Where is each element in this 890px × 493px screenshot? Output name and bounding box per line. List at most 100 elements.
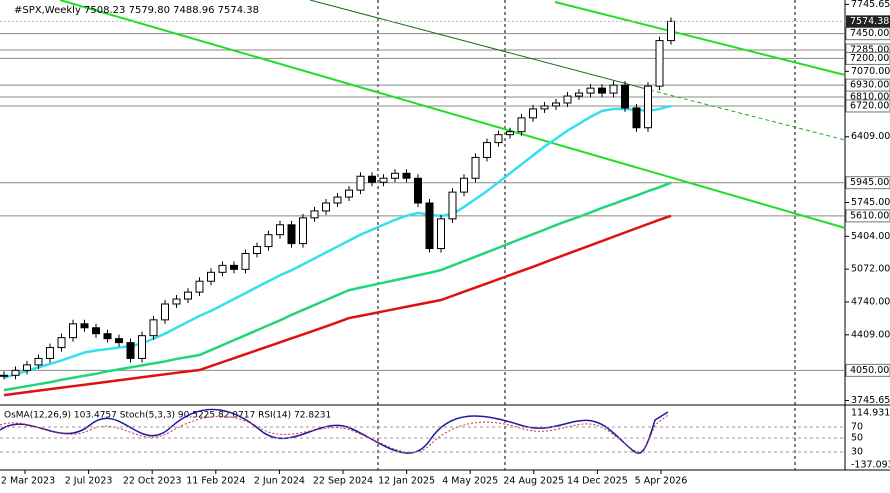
indicator-tick-label: 114.9314 <box>851 408 890 419</box>
candle-body <box>0 374 8 377</box>
candle-body <box>264 234 273 248</box>
plot <box>0 17 675 397</box>
candle-body <box>195 280 204 293</box>
level-label: 5610.00 <box>850 210 889 221</box>
indicator-tick-label: 30 <box>851 447 863 458</box>
candle-body <box>57 337 66 349</box>
candle-body <box>345 189 353 198</box>
candle-body <box>586 87 595 94</box>
candle-body <box>92 327 100 335</box>
candle-body <box>529 108 537 119</box>
candle-body <box>103 333 112 340</box>
candle-body <box>667 20 675 42</box>
candle-body <box>540 105 549 110</box>
y-tick-label: 5072.00 <box>851 264 890 275</box>
candle-body <box>207 271 215 282</box>
candle-body <box>644 85 652 129</box>
y-tick-label: 4740.00 <box>851 297 890 308</box>
candle-body <box>483 142 491 158</box>
indicator-tick-label: 70 <box>851 422 863 433</box>
candle-body <box>448 191 457 220</box>
moving-average <box>3 214 672 397</box>
y-tick-label: 5745.00 <box>851 197 890 208</box>
level-label: 4050.00 <box>850 365 889 376</box>
level-label: 6810.00 <box>850 92 889 103</box>
candle-body <box>368 175 376 183</box>
x-tick-label: 22 Sep 2024 <box>313 476 373 487</box>
x-tick-label: 4 May 2025 <box>442 476 498 487</box>
last-price-label: 7574.38 <box>850 16 889 27</box>
levels <box>0 33 845 371</box>
level-box <box>845 363 890 377</box>
candle-body <box>506 131 514 136</box>
candle-body <box>517 117 526 133</box>
x-tick-label: 5 Apr 2026 <box>635 476 688 487</box>
candle-body <box>69 323 77 339</box>
candle-body <box>276 224 284 236</box>
candle-body <box>172 298 181 305</box>
x-tick-label: 22 Oct 2023 <box>123 476 182 487</box>
candle-body <box>333 196 342 204</box>
candle-body <box>460 177 468 193</box>
candle-body <box>494 134 503 144</box>
candle-body <box>356 175 365 191</box>
level-box <box>845 51 890 65</box>
candle-body <box>609 84 618 94</box>
trend-line <box>554 1 846 76</box>
candle-body <box>253 246 261 254</box>
candle-body <box>402 172 411 179</box>
candle-body <box>598 87 606 94</box>
candle-body <box>46 347 54 359</box>
candle-body <box>11 369 20 376</box>
candle-body <box>621 84 629 109</box>
trend-lines <box>59 0 846 229</box>
candle-body <box>23 364 31 371</box>
moving-average <box>3 181 672 392</box>
candle-body <box>126 342 135 359</box>
candle-body <box>379 177 388 183</box>
candle-body <box>655 40 664 87</box>
candle-body <box>299 217 307 245</box>
candle-body <box>218 264 227 273</box>
candle-body <box>414 177 422 204</box>
candle-body <box>471 156 480 179</box>
x-tick-label: 11 Feb 2024 <box>186 476 245 487</box>
level-label: 7285.00 <box>850 45 889 56</box>
y-tick-label: 7745.65 <box>851 0 890 10</box>
x-tick-label: 2 Jun 2024 <box>254 476 305 487</box>
x-tick-label: 24 Aug 2025 <box>503 476 564 487</box>
candle-body <box>287 224 296 245</box>
candle-body <box>149 319 158 337</box>
last-price-box <box>846 15 890 28</box>
y-tick-label: 6409.00 <box>851 131 890 142</box>
candle-body <box>241 252 250 270</box>
x-tick-label: 12 Mar 2023 <box>0 476 55 487</box>
oscillator <box>0 408 669 454</box>
candle-body <box>391 172 399 179</box>
candle-body <box>230 264 238 270</box>
candle-body <box>322 202 330 212</box>
candle-body <box>575 92 583 97</box>
moving-average <box>3 104 672 379</box>
candle-body <box>80 323 89 329</box>
level-label: 5945.00 <box>850 177 889 188</box>
candle-body <box>184 291 192 300</box>
candle-body <box>563 95 572 104</box>
level-label: 6930.00 <box>850 80 889 91</box>
candle-body <box>632 107 641 129</box>
level-label: 6720.00 <box>850 100 889 111</box>
indicator-line <box>0 414 669 453</box>
candle-body <box>437 218 445 250</box>
y-tick-label: 3745.65 <box>851 395 890 406</box>
channel-line <box>309 0 651 91</box>
x-tick-label: 2 Jul 2023 <box>65 476 113 487</box>
candle-body <box>425 202 434 250</box>
x-tick-label: 14 Dec 2025 <box>567 476 628 487</box>
indicator-tick-label: -137.0933 <box>851 460 890 471</box>
candle-body <box>310 210 319 219</box>
candle-body <box>115 338 123 344</box>
level-label: 7200.00 <box>850 53 889 64</box>
level-label: 7450.00 <box>850 28 889 39</box>
candle-body <box>34 357 43 366</box>
